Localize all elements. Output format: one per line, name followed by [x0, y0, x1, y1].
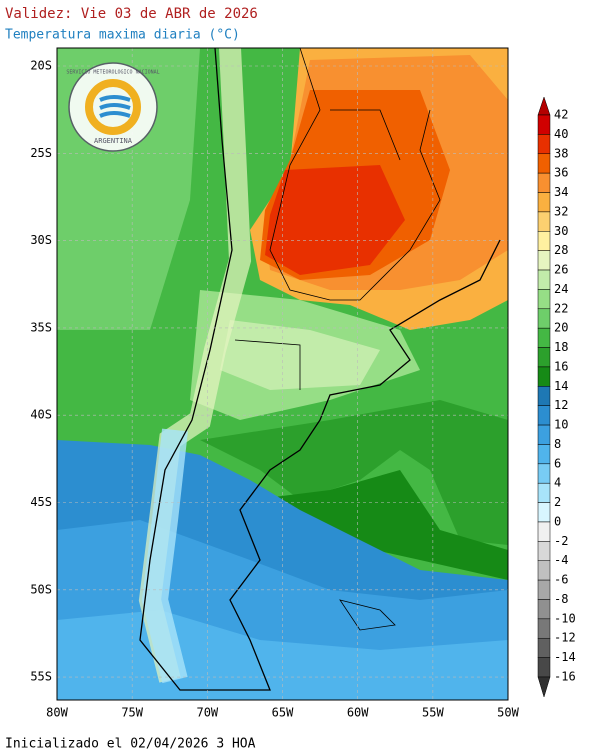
- lat-label: 55S: [30, 670, 52, 684]
- colorbar-label: 2: [554, 495, 561, 509]
- colorbar-label: -4: [554, 553, 568, 567]
- lon-label: 80W: [46, 706, 68, 720]
- lat-label: 45S: [30, 495, 52, 509]
- coastline: [139, 48, 501, 691]
- colorbar-band: [537, 386, 551, 406]
- colorbar-band: [537, 579, 551, 600]
- colorbar-label: 32: [554, 204, 568, 218]
- lon-label: 50W: [497, 706, 519, 720]
- colorbar-band: [537, 444, 551, 465]
- field: [250, 470, 508, 580]
- lon-label: 65W: [272, 706, 294, 720]
- colorbar-band: [537, 211, 551, 232]
- colorbar-band: [537, 424, 551, 445]
- lat-label: 35S: [30, 320, 52, 334]
- colorbar-band: [537, 250, 551, 271]
- logo-text: ARGENTINA: [94, 137, 133, 145]
- logo-sun: [85, 79, 141, 135]
- colorbar-label: 14: [554, 379, 568, 393]
- colorbar-label: 38: [554, 146, 568, 160]
- title: Validez: Vie 03 de ABR de 2026: [5, 6, 258, 22]
- colorbar-label: -14: [554, 650, 576, 664]
- graticule: [57, 48, 508, 700]
- colorbar-band: [537, 405, 551, 426]
- field: [200, 400, 508, 545]
- colorbar-band: [537, 231, 551, 251]
- colorbar-band: [537, 541, 551, 561]
- lat-label: 20S: [30, 59, 52, 73]
- field: [265, 165, 405, 275]
- colorbar-label: 4: [554, 476, 561, 490]
- colorbar-band: [537, 269, 551, 290]
- colorbar-label: 26: [554, 263, 568, 277]
- colorbar-band: [537, 618, 551, 639]
- colorbar-band: [537, 366, 551, 387]
- colorbar-label: 18: [554, 340, 568, 354]
- colorbar-label: 30: [554, 224, 568, 238]
- colorbar-band: [537, 153, 551, 174]
- lon-label: 55W: [422, 706, 444, 720]
- colorbar-label: -8: [554, 592, 568, 606]
- colorbar-label: -2: [554, 534, 568, 548]
- colorbar-label: 6: [554, 456, 561, 470]
- lat-label: 50S: [30, 582, 52, 596]
- colorbar-band: [537, 482, 551, 503]
- footer: Inicializado el 02/04/2026 3 HOA: [5, 737, 256, 750]
- colorbar: 424038363432302826242220181614121086420-…: [537, 96, 576, 698]
- colorbar-label: 42: [554, 108, 568, 122]
- colorbar-label: -16: [554, 670, 576, 684]
- colorbar-band: [537, 134, 551, 155]
- boundaries: [234, 48, 441, 631]
- lat-label: 40S: [30, 408, 52, 422]
- subtitle: Temperatura maxima diaria (°C): [5, 28, 240, 43]
- colorbar-label: 40: [554, 127, 568, 141]
- colorbar-band: [537, 637, 551, 658]
- colorbar-label: 36: [554, 166, 568, 180]
- colorbar-band: [537, 657, 551, 678]
- colorbar-band: [537, 172, 551, 193]
- map-frame: [56, 47, 509, 701]
- colorbar-label: 0: [554, 514, 561, 528]
- colorbar-label: 8: [554, 437, 561, 451]
- colorbar-cap: [537, 676, 551, 698]
- colorbar-band: [537, 192, 551, 213]
- lat-label: 25S: [30, 146, 52, 160]
- colorbar-label: -12: [554, 631, 576, 645]
- colorbar-label: 22: [554, 301, 568, 315]
- colorbar-cap: [537, 96, 551, 116]
- lon-label: 75W: [121, 706, 143, 720]
- colorbar-label: 24: [554, 282, 568, 296]
- lon-label: 70W: [196, 706, 218, 720]
- colorbar-label: 20: [554, 321, 568, 335]
- map: SERVICIO METEOROLOGICO NACIONAL ARGENTIN…: [56, 47, 509, 701]
- colorbar-label: 10: [554, 418, 568, 432]
- colorbar-label: 16: [554, 359, 568, 373]
- patagonia-strip: [141, 428, 188, 684]
- colorbar-label: 28: [554, 243, 568, 257]
- lat-label: 30S: [30, 233, 52, 247]
- colorbar-band: [537, 347, 551, 368]
- colorbar-band: [537, 463, 551, 484]
- logo: SERVICIO METEOROLOGICO NACIONAL ARGENTIN…: [66, 62, 160, 152]
- colorbar-band: [537, 289, 551, 310]
- colorbar-label: 34: [554, 185, 568, 199]
- colorbar-label: -6: [554, 573, 568, 587]
- colorbar-band: [537, 560, 551, 581]
- logo-text: SERVICIO METEOROLOGICO NACIONAL: [66, 70, 159, 76]
- lon-label: 60W: [347, 706, 369, 720]
- colorbar-band: [537, 308, 551, 329]
- colorbar-label: 12: [554, 398, 568, 412]
- colorbar-band: [537, 114, 551, 135]
- colorbar-band: [537, 502, 551, 523]
- colorbar-band: [537, 327, 551, 348]
- colorbar-label: -10: [554, 611, 576, 625]
- colorbar-band: [537, 521, 551, 542]
- logo-waves: [99, 95, 131, 118]
- colorbar-band: [537, 599, 551, 620]
